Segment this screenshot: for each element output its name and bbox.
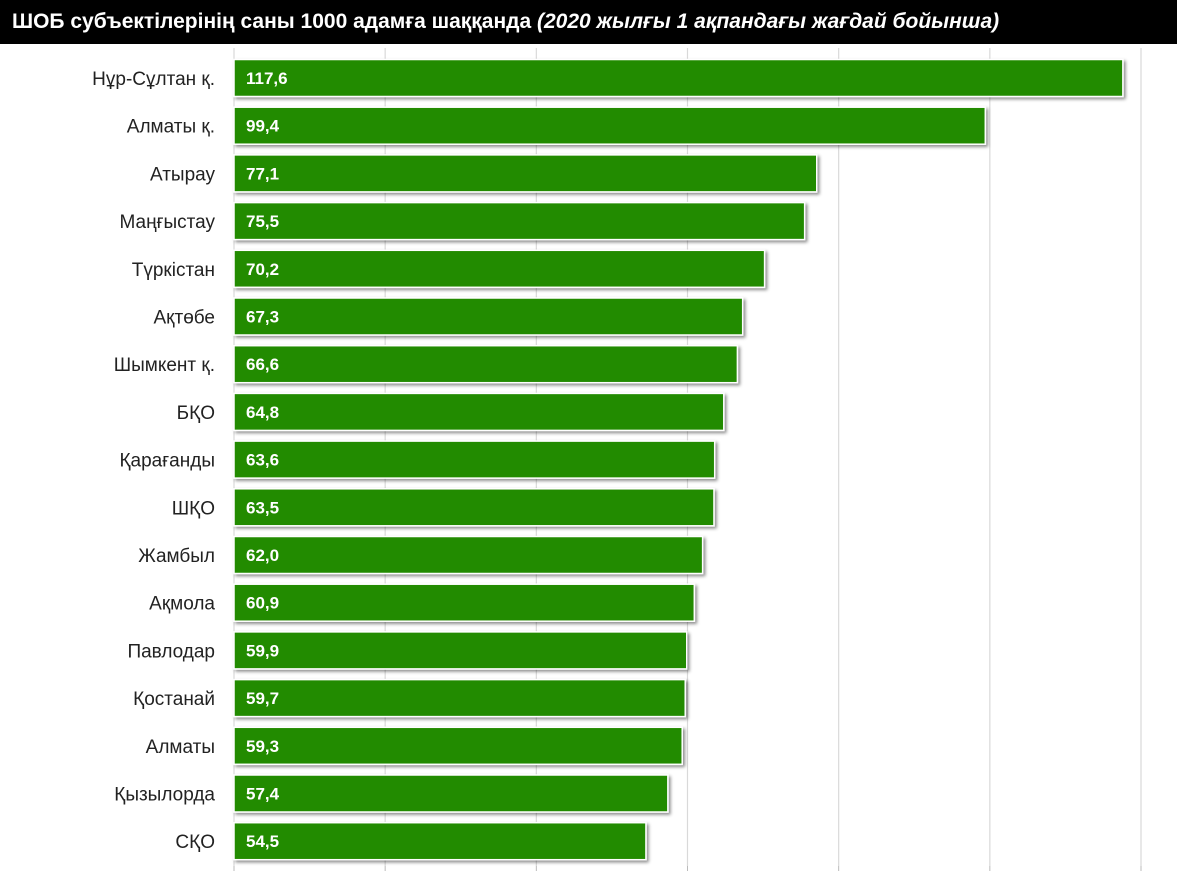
bar [233,774,669,813]
data-label: 67,3 [246,308,279,327]
category-label: Павлодар [127,641,215,662]
category-label: Алматы [146,737,215,758]
data-label: 64,8 [246,403,279,422]
bar [233,440,716,479]
data-label: 63,6 [246,451,279,470]
category-label: Жамбыл [138,546,215,567]
data-label: 54,5 [246,832,279,851]
category-label: ШҚО [172,498,215,519]
data-label: 117,6 [246,69,288,88]
data-label: 66,6 [246,355,279,374]
category-label: БҚО [177,403,215,424]
data-label: 70,2 [246,260,279,279]
data-label: 77,1 [246,164,279,183]
bar [233,726,683,766]
category-label: Қызылорда [114,785,215,806]
bar [233,297,744,336]
bar [233,678,686,718]
category-label: Түркістан [132,260,215,281]
chart-title: ШОБ субъектілерінің саны 1000 адамға шақ… [12,10,532,33]
data-label: 59,9 [246,641,279,660]
category-label: Қарағанды [119,451,215,472]
bar [233,583,696,622]
data-label: 60,9 [246,594,279,613]
data-label: 57,4 [246,785,280,804]
category-label: Шымкент қ. [114,355,215,376]
data-label: 62,0 [246,546,279,565]
category-label: Нұр-Сұлтан қ. [92,69,215,90]
data-label: 63,5 [246,498,279,517]
chart-subtitle: (2020 жылғы 1 ақпандағы жағдай бойынша) [537,10,1000,33]
data-label: 59,3 [246,737,279,756]
bar [233,58,1124,98]
category-label: Ақтөбе [154,308,216,329]
category-label: Қостанай [133,689,215,710]
data-label: 59,7 [246,689,279,708]
bar [233,201,806,241]
chart-title-bar: ШОБ субъектілерінің саны 1000 адамға шақ… [0,0,1177,44]
bar [233,631,688,670]
data-label: 99,4 [246,117,280,136]
bar [233,392,725,432]
category-label: СҚО [175,832,215,853]
bar [233,344,739,384]
category-label: Атырау [150,164,216,185]
category-label: Ақмола [149,594,215,615]
bar [233,821,647,861]
category-label: Алматы қ. [127,117,215,138]
bar [233,535,704,575]
bar [233,154,818,193]
bar [233,249,766,289]
bar [233,488,715,527]
data-label: 75,5 [246,212,279,231]
category-label: Маңғыстау [119,212,215,233]
bar [233,106,987,145]
